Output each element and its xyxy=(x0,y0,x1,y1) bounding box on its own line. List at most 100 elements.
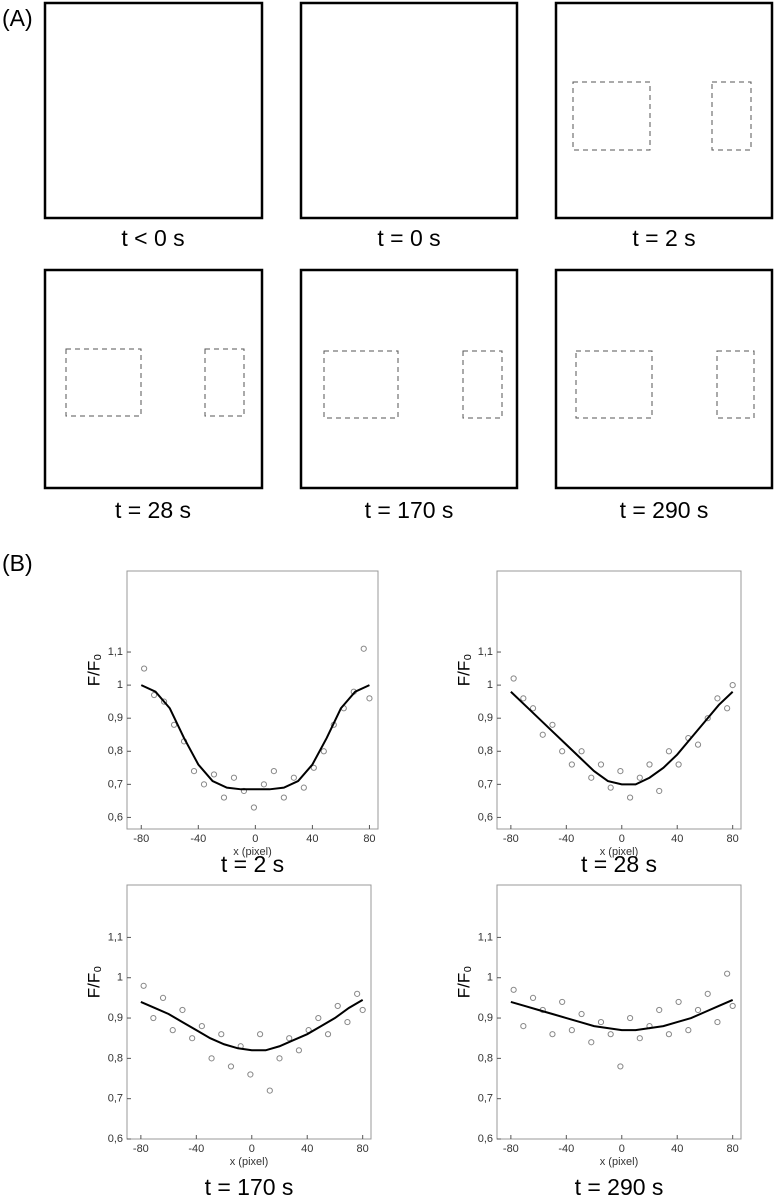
point xyxy=(208,1055,215,1062)
point xyxy=(210,771,218,778)
point xyxy=(568,761,575,768)
chart-caption: t = 170 s xyxy=(205,1174,294,1200)
point xyxy=(588,774,595,781)
point xyxy=(198,1023,205,1030)
point xyxy=(597,761,605,768)
fit-line xyxy=(510,691,734,786)
point xyxy=(286,1035,293,1042)
x-tick-label: 80 xyxy=(363,833,375,845)
point xyxy=(675,761,682,768)
y-tick-label: 0,9 xyxy=(478,1012,493,1024)
point xyxy=(646,761,653,768)
point xyxy=(247,1071,254,1078)
point xyxy=(656,1006,663,1014)
y-tick-label: 1,1 xyxy=(478,931,493,943)
point xyxy=(280,794,287,801)
point xyxy=(588,1039,595,1046)
point xyxy=(617,768,624,775)
plot-area xyxy=(126,884,372,1140)
y-axis-label: F/F₀ xyxy=(84,654,103,687)
point xyxy=(559,748,566,755)
point xyxy=(290,774,297,781)
point xyxy=(704,990,711,997)
panel-label: (A) xyxy=(2,5,33,31)
point xyxy=(227,1063,235,1070)
point xyxy=(578,748,585,755)
point xyxy=(256,1031,264,1038)
x-axis-label: x (pixel) xyxy=(233,846,272,858)
chart-caption: t = 290 s xyxy=(575,1174,664,1200)
point xyxy=(260,781,268,788)
point xyxy=(324,1031,332,1038)
y-tick-label: 0,6 xyxy=(108,811,123,823)
region xyxy=(204,348,245,417)
frame xyxy=(554,1,774,220)
y-tick-label: 0,8 xyxy=(108,745,123,757)
point xyxy=(510,675,517,682)
y-tick-label: 0,7 xyxy=(478,1093,493,1105)
fit-line xyxy=(510,998,734,1032)
y-tick-label: 1 xyxy=(487,972,493,984)
point xyxy=(529,994,537,1001)
point xyxy=(665,1031,673,1038)
point xyxy=(636,774,643,781)
point xyxy=(607,784,614,791)
frame-caption: t < 0 s xyxy=(121,225,184,251)
y-tick-label: 0,8 xyxy=(108,1052,123,1064)
frame-caption: t = 28 s xyxy=(115,497,191,523)
y-axis-label: F/F₀ xyxy=(454,654,473,687)
point xyxy=(189,1035,196,1042)
x-tick-label: -40 xyxy=(188,1143,204,1155)
frame xyxy=(299,268,519,490)
point xyxy=(714,695,721,702)
y-axis-label: F/F₀ xyxy=(454,966,473,999)
x-axis-label: x (pixel) xyxy=(600,1156,639,1168)
x-tick-label: 40 xyxy=(306,833,318,845)
region xyxy=(323,350,399,419)
x-tick-label: 80 xyxy=(727,1143,739,1155)
plot-area xyxy=(496,570,742,830)
x-tick-label: 80 xyxy=(727,833,739,845)
y-tick-label: 1 xyxy=(487,679,493,691)
y-tick-label: 1 xyxy=(117,679,123,691)
point xyxy=(150,691,158,699)
y-tick-label: 1,1 xyxy=(478,646,493,658)
point xyxy=(150,1014,157,1022)
region xyxy=(572,81,651,151)
point xyxy=(354,990,361,997)
x-tick-label: -40 xyxy=(558,833,574,845)
chart-caption: t = 28 s xyxy=(581,851,657,877)
point xyxy=(549,1031,556,1038)
point xyxy=(675,998,682,1006)
point xyxy=(578,1010,585,1018)
y-tick-label: 0,6 xyxy=(108,1133,123,1145)
y-tick-label: 1,1 xyxy=(108,646,123,658)
point xyxy=(230,774,238,781)
y-tick-label: 1,1 xyxy=(108,931,123,943)
plot-area xyxy=(126,570,379,830)
x-tick-label: 40 xyxy=(671,1143,683,1155)
y-tick-label: 0,7 xyxy=(478,778,493,790)
point xyxy=(320,748,327,755)
x-tick-label: -80 xyxy=(503,1143,519,1155)
frame xyxy=(554,268,774,490)
y-tick-label: 0,7 xyxy=(108,1093,123,1105)
plot-area xyxy=(496,884,742,1140)
point xyxy=(300,784,307,791)
y-tick-label: 0,6 xyxy=(478,811,493,823)
x-tick-label: 0 xyxy=(619,1143,625,1155)
x-axis-label: x (pixel) xyxy=(600,846,639,858)
point xyxy=(724,705,731,712)
y-tick-label: 0,8 xyxy=(478,1052,493,1064)
point xyxy=(529,705,537,712)
point xyxy=(617,1063,624,1070)
point xyxy=(169,1027,176,1034)
point xyxy=(729,1002,736,1010)
point xyxy=(179,1006,186,1014)
point xyxy=(360,645,367,652)
point xyxy=(334,1002,341,1010)
point xyxy=(694,1006,702,1014)
point xyxy=(159,994,167,1001)
y-axis-label: F/F₀ xyxy=(84,966,103,999)
x-tick-label: -80 xyxy=(503,833,519,845)
